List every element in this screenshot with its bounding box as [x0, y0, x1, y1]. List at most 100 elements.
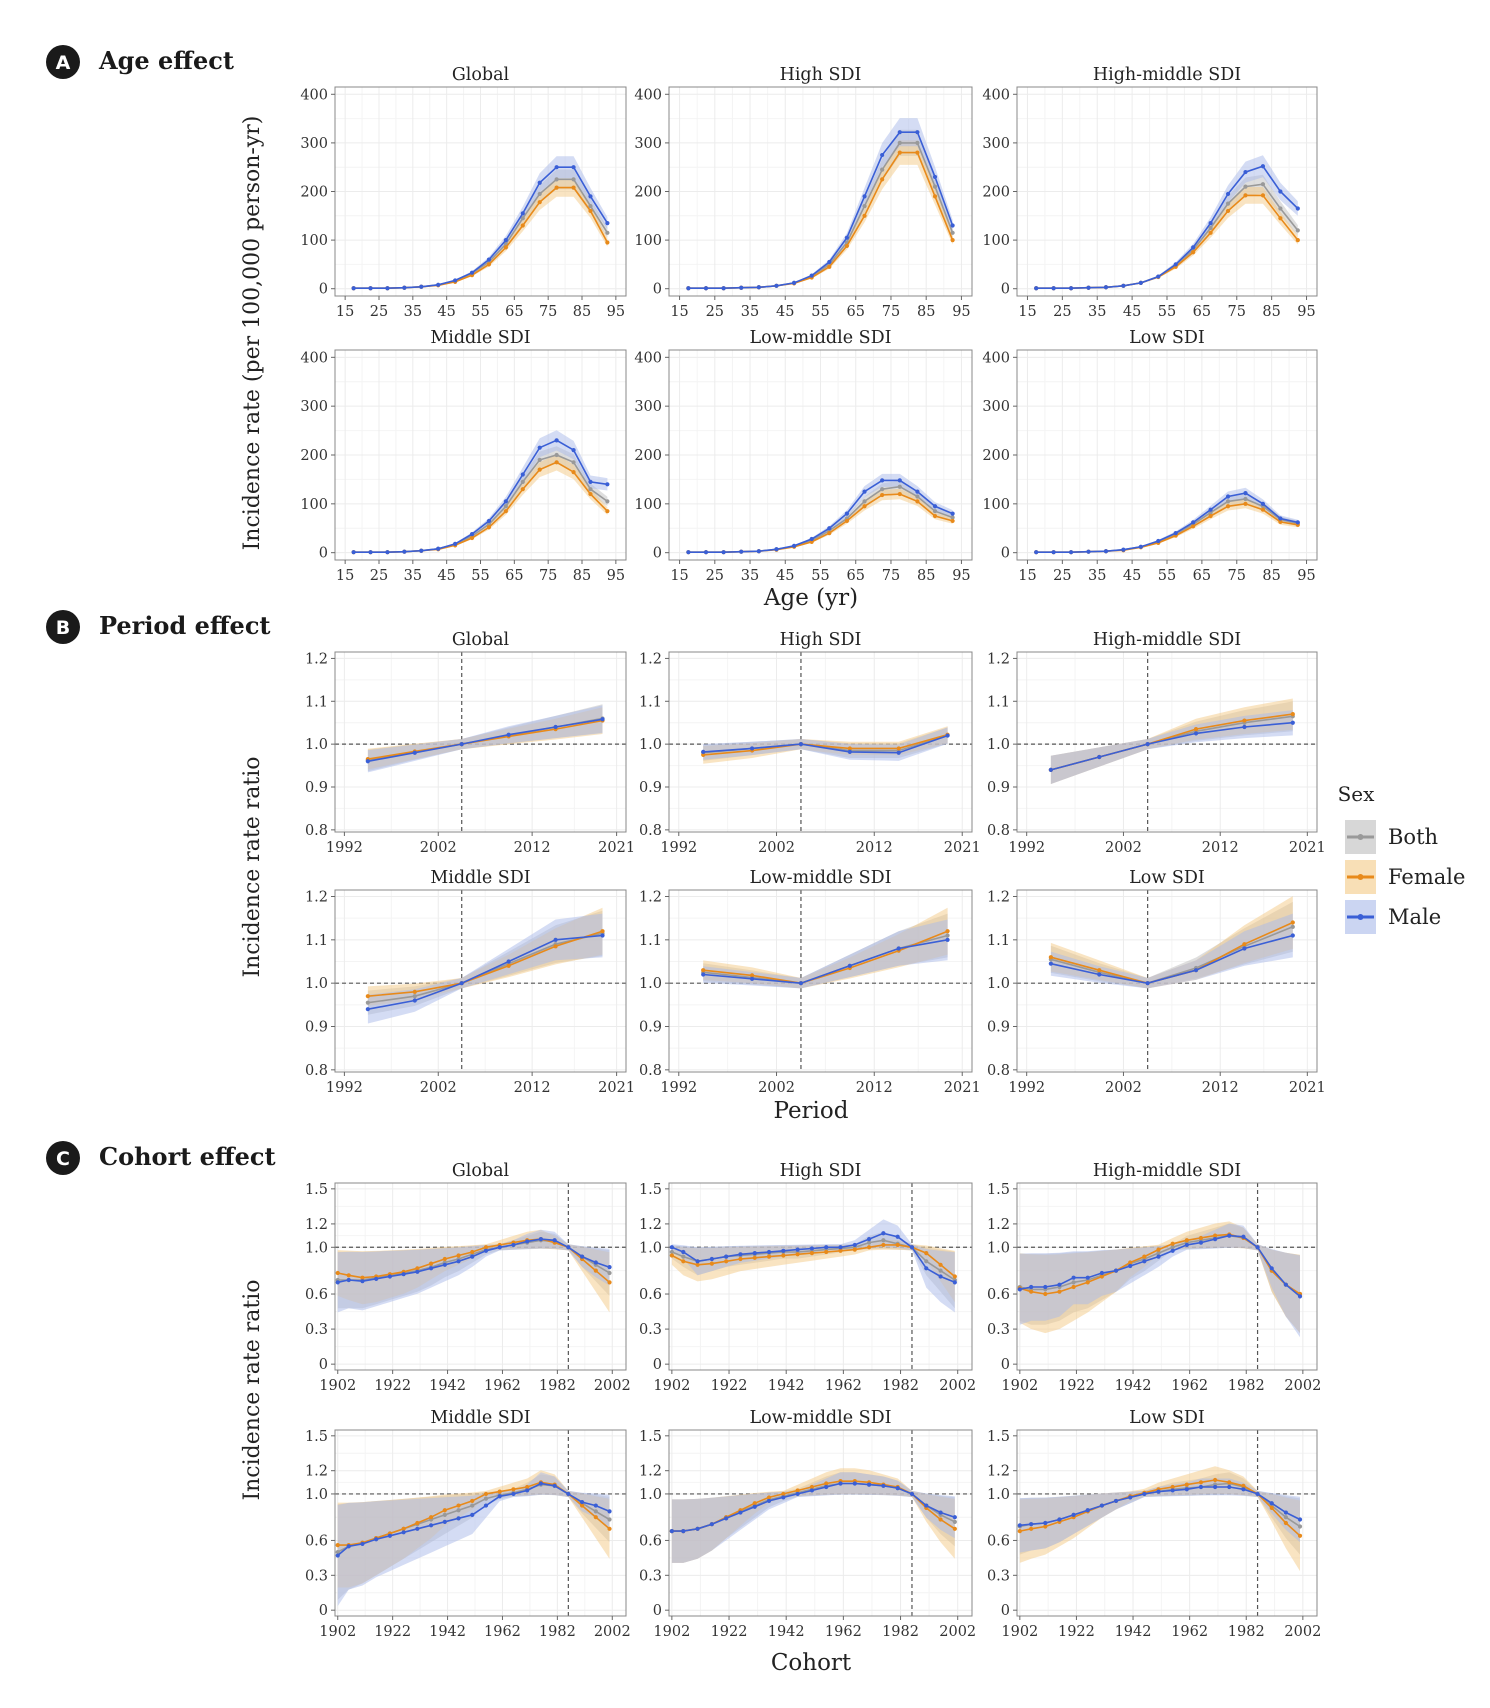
section-title: Period effect [99, 611, 271, 640]
data-point-female [588, 208, 593, 214]
x-tick-label: 1922 [1058, 1624, 1095, 1640]
x-tick-label: 25 [706, 568, 724, 584]
section-badge-letter: B [56, 617, 70, 639]
section-badge-letter: C [56, 1148, 70, 1170]
data-point-both [952, 1519, 957, 1524]
data-point-female [1225, 208, 1231, 214]
panel [331, 651, 627, 836]
confidence-band-male [671, 1472, 955, 1563]
data-point-female [932, 513, 938, 519]
y-tick-label: 0.6 [987, 1533, 1010, 1549]
x-tick-label: 1982 [1228, 1378, 1265, 1394]
y-tick-label: 200 [300, 185, 328, 201]
data-point-female [795, 1488, 800, 1493]
data-point-male [1017, 1523, 1022, 1528]
data-point-female [1057, 1289, 1062, 1294]
data-point-female [456, 1503, 461, 1508]
data-point-female [428, 1515, 434, 1520]
data-point-male [824, 1245, 829, 1250]
data-point-male [774, 547, 779, 552]
data-point-male [915, 130, 920, 135]
data-point-both [605, 230, 610, 235]
data-point-male [752, 1251, 757, 1256]
data-point-male [486, 257, 492, 262]
data-point-female [503, 509, 508, 514]
y-tick-label: 0 [1001, 1603, 1010, 1619]
data-point-both [365, 1000, 370, 1005]
x-tick-label: 2012 [514, 1080, 551, 1096]
data-point-female [1290, 920, 1295, 925]
data-point-male [932, 174, 938, 180]
data-point-female [952, 1274, 957, 1279]
data-point-female [695, 1262, 700, 1267]
data-point-male [1085, 1508, 1090, 1513]
data-point-female [1097, 968, 1102, 973]
data-point-female [506, 963, 511, 968]
x-tick-label: 2021 [944, 840, 981, 856]
data-point-male [1198, 1484, 1204, 1490]
x-tick-label: 1942 [429, 1378, 466, 1394]
data-point-male [538, 1237, 543, 1242]
data-point-female [525, 1484, 530, 1490]
data-point-male [525, 1239, 530, 1244]
data-point-female [938, 1517, 943, 1522]
x-tick-label: 55 [811, 568, 829, 584]
data-point-male [525, 1488, 530, 1493]
data-point-male [791, 543, 797, 548]
data-point-female [1243, 501, 1248, 506]
data-point-male [880, 152, 885, 158]
data-point-male [781, 1248, 786, 1253]
data-point-female [1242, 718, 1247, 723]
y-tick-label: 1.5 [987, 1182, 1010, 1198]
data-point-male [497, 1494, 502, 1499]
data-point-both [938, 1268, 943, 1273]
data-point-male [459, 981, 464, 986]
panel-title: Global [452, 65, 510, 85]
data-point-both [554, 452, 559, 458]
data-point-male [1103, 549, 1109, 554]
data-point-both [897, 140, 902, 145]
data-point-male [938, 1510, 943, 1515]
data-point-male [809, 1488, 815, 1493]
x-tick-label: 75 [882, 568, 900, 584]
data-point-male [1142, 1259, 1147, 1264]
data-point-both [681, 1254, 686, 1259]
section-title: Age effect [98, 46, 234, 75]
y-tick-label: 1.0 [639, 976, 662, 992]
data-point-male [1043, 1284, 1048, 1290]
data-point-female [897, 150, 902, 155]
x-tick-label: 75 [1228, 304, 1246, 320]
x-tick-label: 2002 [939, 1378, 976, 1394]
data-point-male [436, 546, 441, 551]
data-point-both [1225, 201, 1231, 206]
panel-title: High SDI [780, 630, 862, 650]
data-point-male [847, 749, 852, 754]
x-tick-label: 1962 [484, 1624, 521, 1640]
x-tick-label: 2012 [514, 840, 551, 856]
data-point-male [520, 472, 525, 477]
data-point-male [1255, 1245, 1260, 1250]
data-point-male [571, 165, 576, 170]
data-point-male [365, 759, 370, 764]
data-point-female [880, 492, 885, 498]
x-tick-label: 2012 [856, 840, 893, 856]
legend-label: Both [1388, 825, 1438, 849]
data-point-female [824, 1481, 829, 1486]
data-point-male [695, 1526, 700, 1531]
y-tick-label: 1.2 [305, 890, 328, 906]
data-point-male [827, 526, 832, 531]
data-point-male [1243, 169, 1248, 175]
data-point-male [1191, 520, 1196, 525]
data-point-male [1128, 1263, 1133, 1269]
data-point-male [681, 1249, 686, 1255]
panel-title: Low-middle SDI [749, 328, 891, 348]
data-point-both [503, 504, 508, 509]
y-tick-label: 0.8 [305, 823, 328, 839]
panel [1013, 349, 1318, 564]
data-point-male [838, 1245, 843, 1250]
panel [1013, 86, 1318, 300]
data-point-male [1290, 933, 1295, 938]
legend-label: Male [1388, 905, 1441, 929]
data-point-male [374, 1537, 379, 1542]
data-point-male [1138, 280, 1143, 285]
